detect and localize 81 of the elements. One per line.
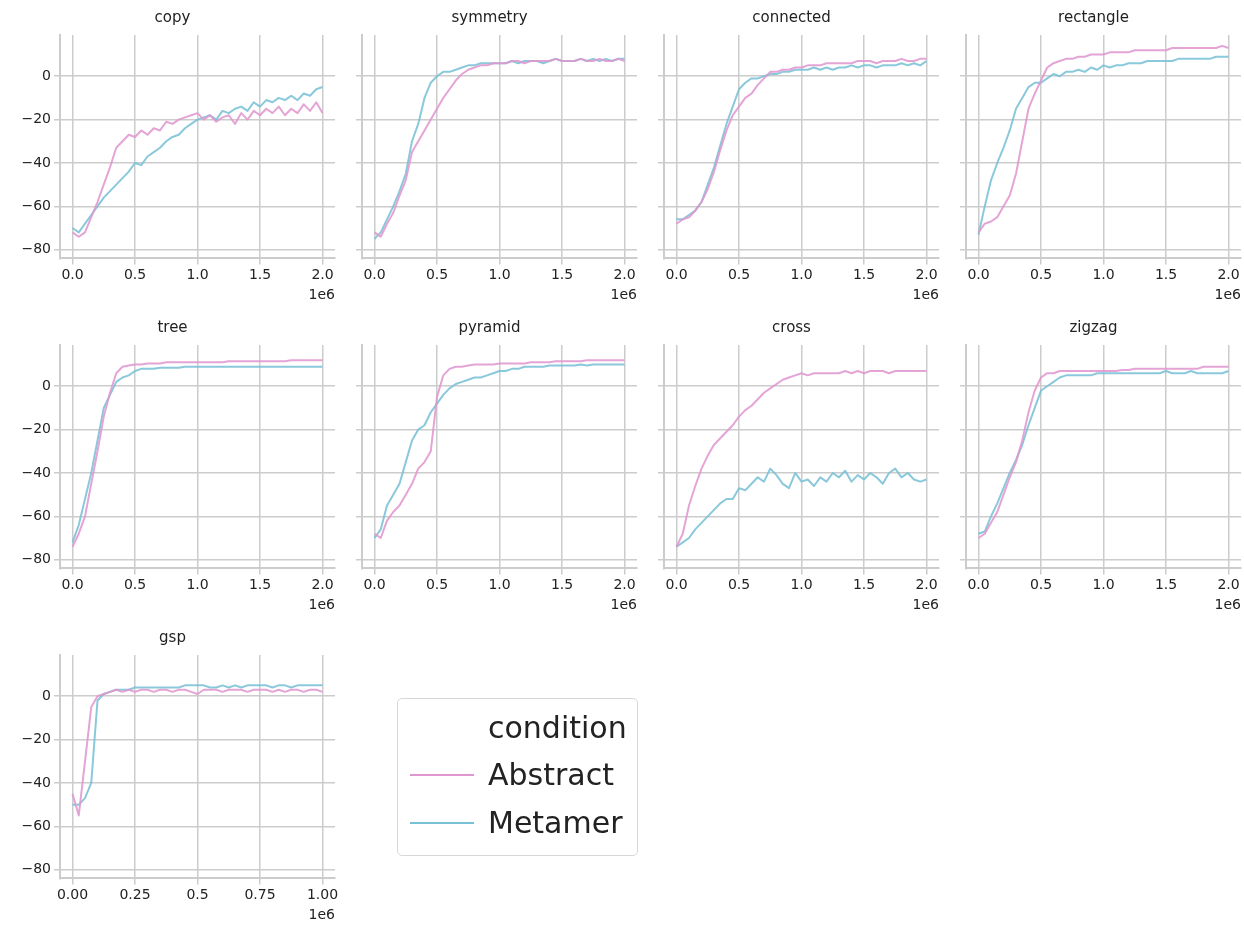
x-tick-label: 1.5	[550, 266, 574, 283]
x-tick-label: 1.5	[852, 266, 876, 283]
x-tick-label: 0.0	[61, 266, 84, 283]
legend-title: condition	[487, 709, 627, 747]
x-tick-label: 2.0	[311, 576, 334, 593]
x-tick-label: 2.0	[1217, 576, 1240, 593]
x-tick-label: 0.5	[123, 576, 147, 593]
x-tick-label: 0.5	[727, 266, 751, 283]
x-tick-label: 1.0	[186, 266, 209, 283]
x-tick-label: 0.0	[967, 576, 990, 593]
y-tick-label: −80	[21, 550, 51, 567]
chart-title: copy	[154, 7, 191, 26]
x-tick-label: 2.0	[311, 266, 334, 283]
x-axis-title: 1e6	[912, 286, 940, 303]
x-tick-label: 0.0	[61, 576, 84, 593]
y-tick-label: −80	[21, 860, 51, 877]
x-tick-label: 0.25	[119, 886, 151, 903]
x-tick-label: 0.5	[123, 266, 147, 283]
x-tick-label: 0.5	[425, 576, 449, 593]
y-tick-label: −80	[21, 240, 51, 257]
x-tick-label: 1.0	[488, 576, 511, 593]
chart-title: cross	[772, 317, 812, 336]
y-tick-label: −20	[21, 730, 51, 747]
x-tick-label: 1.00	[306, 886, 339, 903]
x-tick-label: 1.5	[248, 576, 272, 593]
y-tick-label: 0	[42, 66, 51, 83]
x-tick-label: 1.5	[852, 576, 876, 593]
x-tick-label: 2.0	[915, 266, 938, 283]
x-tick-label: 1.5	[550, 576, 574, 593]
x-tick-label: 0.5	[1029, 266, 1053, 283]
x-axis-title: 1e6	[1214, 596, 1242, 613]
y-tick-label: −60	[21, 816, 51, 833]
x-axis-title: 1e6	[610, 286, 638, 303]
x-tick-label: 1.0	[1092, 576, 1115, 593]
chart-title: connected	[752, 7, 831, 26]
x-axis-title: 1e6	[912, 596, 940, 613]
x-tick-label: 0.0	[665, 266, 688, 283]
y-tick-label: 0	[42, 376, 51, 393]
x-tick-label: 1.5	[1154, 576, 1178, 593]
x-tick-label: 0.5	[186, 886, 209, 903]
x-tick-label: 1.0	[790, 266, 813, 283]
x-tick-label: 2.0	[613, 266, 636, 283]
x-axis-title: 1e6	[308, 906, 336, 923]
x-tick-label: 0.5	[425, 266, 449, 283]
x-tick-label: 0.75	[244, 886, 276, 903]
y-tick-label: −40	[21, 773, 51, 790]
x-tick-label: 1.0	[488, 266, 511, 283]
x-axis-title: 1e6	[610, 596, 638, 613]
y-tick-label: −40	[21, 153, 51, 170]
x-tick-label: 1.5	[1154, 266, 1178, 283]
chart-title: zigzag	[1069, 317, 1118, 336]
x-tick-label: 1.0	[790, 576, 813, 593]
x-tick-label: 1.5	[248, 266, 272, 283]
x-axis-title: 1e6	[1214, 286, 1242, 303]
legend-label: Metamer	[488, 804, 623, 842]
x-tick-label: 1.0	[186, 576, 209, 593]
y-tick-label: −60	[21, 196, 51, 213]
chart-title: pyramid	[458, 317, 521, 336]
x-tick-label: 0.00	[56, 886, 89, 903]
x-tick-label: 0.0	[363, 266, 386, 283]
x-tick-label: 0.0	[967, 266, 990, 283]
chart-title: tree	[157, 317, 188, 336]
chart-title: symmetry	[451, 7, 528, 26]
chart-title: rectangle	[1058, 7, 1129, 26]
x-tick-label: 2.0	[915, 576, 938, 593]
y-tick-label: 0	[42, 686, 51, 703]
legend-label: Abstract	[488, 756, 614, 794]
x-tick-label: 0.0	[665, 576, 688, 593]
y-tick-label: −20	[21, 420, 51, 437]
chart-title: gsp	[159, 627, 186, 646]
x-tick-label: 1.0	[1092, 266, 1115, 283]
y-tick-label: −60	[21, 506, 51, 523]
x-tick-label: 0.5	[1029, 576, 1053, 593]
x-axis-title: 1e6	[308, 286, 336, 303]
y-tick-label: −40	[21, 463, 51, 480]
x-tick-label: 2.0	[613, 576, 636, 593]
x-axis-title: 1e6	[308, 596, 336, 613]
x-tick-label: 0.5	[727, 576, 751, 593]
x-tick-label: 0.0	[363, 576, 386, 593]
y-tick-label: −20	[21, 110, 51, 127]
x-tick-label: 2.0	[1217, 266, 1240, 283]
